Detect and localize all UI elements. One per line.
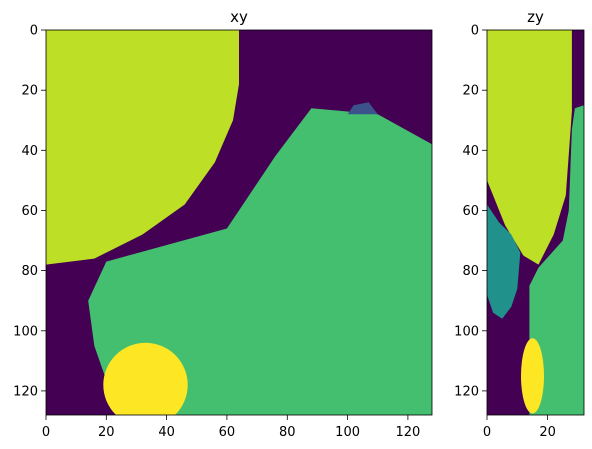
zy-yellow-ellipse: [521, 338, 544, 414]
zy-x-tick-label: 20: [539, 425, 556, 440]
zy-y-tick-label: 120: [454, 384, 479, 399]
zy-y-tick-label: 60: [462, 204, 479, 219]
zy-x-tick-label: 0: [483, 425, 491, 440]
xy-x-tick: 60: [219, 415, 236, 440]
xy-yellow-circle: [103, 342, 188, 415]
xy-title: xy: [230, 8, 248, 26]
xy-x-tick: 20: [98, 415, 115, 440]
xy-y-tick: 20: [21, 84, 46, 99]
zy-x-tick: 0: [483, 415, 491, 440]
xy-x-axis: 0 20 40 60 80 100 120: [42, 415, 420, 440]
zy-y-tick-label: 40: [462, 144, 479, 159]
xy-y-tick: 120: [13, 384, 46, 399]
xy-frame: [45, 29, 433, 416]
zy-lime-region: [487, 30, 572, 265]
xy-y-tick: 80: [21, 264, 46, 279]
zy-teal-region: [487, 204, 521, 319]
xy-y-tick-label: 80: [21, 264, 38, 279]
xy-y-tick: 0: [30, 24, 46, 39]
xy-y-tick-label: 0: [30, 24, 38, 39]
zy-y-tick: 40: [462, 144, 487, 159]
xy-x-tick: 80: [279, 415, 296, 440]
xy-y-axis: 0 20 40 60 80 100 120: [13, 24, 46, 399]
zy-y-tick-label: 80: [462, 264, 479, 279]
xy-x-tick: 100: [335, 415, 360, 440]
zy-image: [487, 30, 584, 415]
zy-y-tick-label: 0: [471, 24, 479, 39]
xy-y-tick: 100: [13, 324, 46, 339]
xy-y-tick-label: 120: [13, 384, 38, 399]
xy-y-tick-label: 100: [13, 324, 38, 339]
xy-x-tick-label: 100: [335, 425, 360, 440]
xy-x-tick-label: 20: [98, 425, 115, 440]
xy-y-tick-label: 60: [21, 204, 38, 219]
zy-y-tick-label: 100: [454, 324, 479, 339]
zy-y-tick: 80: [462, 264, 487, 279]
zy-y-axis: 0 20 40 60 80 100 120: [454, 24, 487, 399]
zy-y-tick: 100: [454, 324, 487, 339]
xy-x-tick: 0: [42, 415, 50, 440]
xy-x-tick-label: 120: [395, 425, 420, 440]
zy-panel: zy 0 20 0 20 40 60 80: [454, 8, 585, 440]
xy-y-tick: 60: [21, 204, 46, 219]
xy-x-tick-label: 60: [219, 425, 236, 440]
xy-y-tick-label: 20: [21, 84, 38, 99]
xy-image: [46, 30, 432, 415]
zy-frame: [486, 29, 585, 416]
xy-x-tick-label: 0: [42, 425, 50, 440]
zy-title: zy: [527, 8, 544, 26]
zy-y-tick: 0: [471, 24, 487, 39]
xy-lime-region: [46, 30, 239, 265]
xy-y-tick: 40: [21, 144, 46, 159]
zy-x-tick: 20: [539, 415, 556, 440]
xy-panel: xy 0 20 40 60 80 100 120: [13, 8, 433, 440]
zy-green-region: [529, 105, 584, 415]
xy-x-tick-label: 80: [279, 425, 296, 440]
xy-y-tick-label: 40: [21, 144, 38, 159]
xy-blue-patch: [347, 102, 378, 115]
zy-y-tick: 20: [462, 84, 487, 99]
zy-y-tick: 120: [454, 384, 487, 399]
zy-y-tick: 60: [462, 204, 487, 219]
xy-green-region: [88, 108, 432, 415]
xy-x-tick: 120: [395, 415, 420, 440]
zy-y-tick-label: 20: [462, 84, 479, 99]
xy-x-tick-label: 40: [158, 425, 175, 440]
zy-x-axis: 0 20: [483, 415, 556, 440]
xy-x-tick: 40: [158, 415, 175, 440]
